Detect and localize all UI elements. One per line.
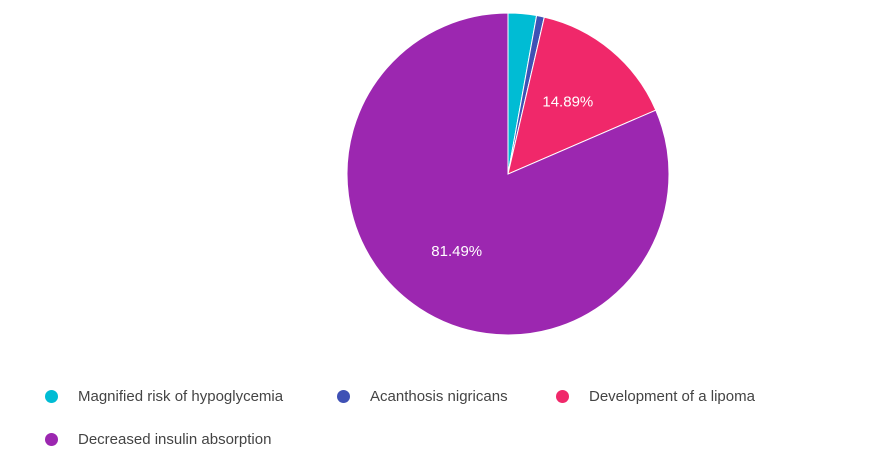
legend-label: Magnified risk of hypoglycemia [78, 388, 284, 405]
data-label: 14.89% [542, 93, 593, 110]
legend-item[interactable]: Development of a lipoma [556, 388, 755, 405]
legend-item[interactable]: Decreased insulin absorption [45, 431, 271, 448]
legend-dot [45, 390, 58, 403]
legend-dot [337, 390, 350, 403]
pie-chart: 14.89% 81.49% [346, 12, 670, 336]
legend-item[interactable]: Acanthosis nigricans [337, 388, 508, 405]
chart-area: 14.89% 81.49% [346, 12, 670, 336]
pie-slice[interactable] [346, 12, 670, 336]
legend-label: Acanthosis nigricans [370, 388, 508, 405]
pie-slice[interactable] [507, 16, 657, 175]
legend-label: Development of a lipoma [589, 388, 755, 405]
legend-dot [45, 433, 58, 446]
data-label: 81.49% [431, 243, 482, 260]
legend-label: Decreased insulin absorption [78, 431, 272, 448]
legend-dot [556, 390, 569, 403]
legend-item[interactable]: Magnified risk of hypoglycemia [45, 388, 283, 405]
